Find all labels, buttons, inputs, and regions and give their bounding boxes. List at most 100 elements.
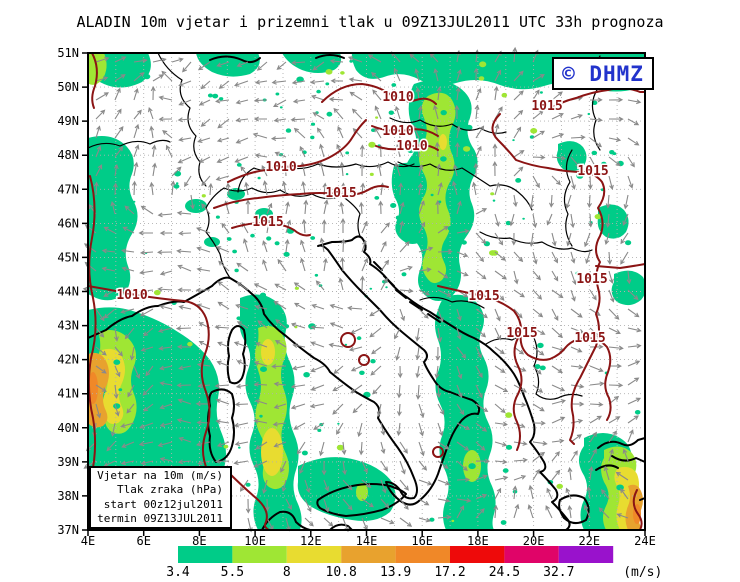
wind-speck [286,517,293,523]
wind-speck [101,432,105,436]
wind-speck [465,124,473,131]
colorbar: 3.4 5.5 8 10.8 13.9 17.2 24.5 32.7 (m/s) [166,546,662,580]
colorbar-value: 5.5 [221,565,244,580]
wind-speck [218,97,224,101]
wind-speck [500,520,507,525]
wind-speck [466,227,470,231]
colorbar-segment [504,546,559,563]
wind-speck [310,122,316,126]
lat-tick-label: 43N [57,319,79,333]
wind-speck [301,450,308,456]
wind-speck [601,161,607,167]
wind-speck [450,473,458,480]
isobar-value-label: 1010 [382,124,413,139]
wind-speck [395,215,402,220]
wind-speck [113,359,121,365]
colorbar-segment [450,546,505,563]
isobar-value-label: 1010 [265,160,296,175]
colorbar-value: 17.2 [434,565,465,580]
wind-speck [132,431,135,434]
wind-speck [418,135,424,140]
wind-speck [537,342,544,349]
wind-speck [430,193,434,197]
wind-speck [443,381,447,384]
wind-speck [232,249,238,254]
wind-speck [461,186,467,191]
wind-speck [93,261,98,264]
wind-arrow-layer [82,46,642,533]
wind-speck [539,365,546,371]
wind-speck [260,366,267,373]
isobar-value-label: 1015 [577,164,608,179]
wind-speck [201,194,206,198]
wind-speck [512,139,515,142]
isobar-labels: 1010101510151010101010101015101510151010… [115,89,610,348]
dhmz-watermark-label: © DHMZ [562,61,644,86]
lon-tick-label: 10E [244,534,266,548]
wind-speck [371,128,376,132]
wind-speck [174,170,182,177]
wind-speck [447,226,454,231]
wind-speck [236,163,242,167]
wind-speck [294,286,299,290]
wind-speck [576,173,584,179]
wind-speck [314,273,319,277]
wind-speck [199,399,205,404]
wind-speck [215,215,220,219]
wind-speck [325,69,333,75]
wind-speck [261,215,267,220]
lon-tick-label: 6E [136,534,150,548]
wind-speck [420,240,428,246]
wind-speck [371,492,379,498]
wind-speck [375,116,379,119]
wind-speck [349,59,354,63]
wind-speck [283,251,290,257]
graticule [88,53,645,530]
info-box-line: start 00z12jul2011 [103,497,223,511]
shading-specks [93,59,641,525]
wind-speck [345,151,350,155]
isobar-value-label: 1015 [468,289,499,304]
wind-speck [238,446,241,449]
lat-tick-label: 41N [57,387,79,401]
wind-speck [429,517,435,522]
lon-tick-label: 4E [81,534,95,548]
wind-speck [345,173,349,176]
lat-tick-label: 47N [57,182,79,196]
wind-speck [279,106,283,109]
colorbar-segment [558,546,614,563]
colorbar-value: 32.7 [543,565,574,580]
wind-speck [325,82,330,86]
colorbar-segment [232,546,287,563]
wind-speck [401,272,407,277]
colorbar-value: 10.8 [326,565,357,580]
wind-speck [501,92,508,98]
wind-speck [478,76,485,81]
colorbar-segment [178,546,233,563]
colorbar-value: 3.4 [166,565,190,580]
wind-speck [594,214,602,220]
wind-speck [451,519,455,523]
wind-speck [259,414,263,418]
axis-ticks [82,52,646,536]
wind-speck [391,83,397,87]
wind-speck [327,500,333,505]
colorbar-value: 13.9 [380,565,411,580]
wind-shading-layer [88,53,647,530]
lon-tick-label: 20E [523,534,545,548]
wind-speck [449,333,457,340]
isobar-value-label: 1015 [325,186,356,201]
info-box-line: Vjetar na 10m (m/s) [97,468,223,482]
wind-speck [278,314,286,321]
wind-speck [259,292,267,298]
dhmz-watermark: © DHMZ [552,57,654,90]
isobar-layer [87,52,646,531]
wind-speck [226,237,232,241]
wind-speck [359,370,365,375]
wind-speck [356,336,362,341]
wind-speck [587,112,591,116]
wind-speck [388,110,394,115]
wind-speck [337,422,340,425]
wind-speck [245,482,251,487]
